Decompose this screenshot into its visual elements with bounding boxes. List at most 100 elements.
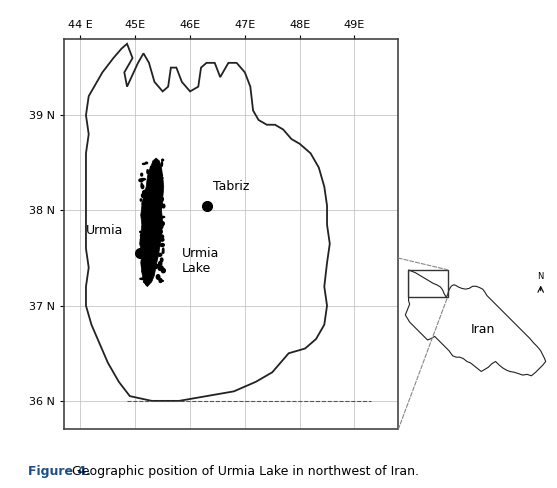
Ellipse shape xyxy=(158,193,160,196)
Ellipse shape xyxy=(159,278,160,280)
Ellipse shape xyxy=(140,234,143,238)
Ellipse shape xyxy=(160,203,162,204)
Ellipse shape xyxy=(162,252,164,253)
Ellipse shape xyxy=(154,219,157,220)
Ellipse shape xyxy=(145,224,146,225)
Ellipse shape xyxy=(141,185,144,188)
Ellipse shape xyxy=(153,263,154,265)
Ellipse shape xyxy=(155,181,158,183)
Ellipse shape xyxy=(146,225,150,228)
Ellipse shape xyxy=(144,190,146,193)
Ellipse shape xyxy=(145,162,148,164)
Ellipse shape xyxy=(159,198,163,202)
Ellipse shape xyxy=(140,199,141,201)
Ellipse shape xyxy=(141,264,143,267)
Ellipse shape xyxy=(153,242,154,245)
Ellipse shape xyxy=(140,231,142,232)
Ellipse shape xyxy=(158,224,162,226)
Ellipse shape xyxy=(148,223,150,227)
Ellipse shape xyxy=(146,283,148,285)
Ellipse shape xyxy=(144,239,148,243)
Ellipse shape xyxy=(154,166,158,171)
Ellipse shape xyxy=(161,222,164,225)
Polygon shape xyxy=(140,158,164,286)
Ellipse shape xyxy=(158,204,162,205)
Ellipse shape xyxy=(160,238,164,241)
Ellipse shape xyxy=(162,177,163,179)
Ellipse shape xyxy=(152,268,153,272)
Ellipse shape xyxy=(145,212,146,216)
Ellipse shape xyxy=(159,279,162,283)
Ellipse shape xyxy=(153,191,157,195)
Ellipse shape xyxy=(143,231,146,235)
Ellipse shape xyxy=(150,193,152,198)
Ellipse shape xyxy=(157,244,160,246)
Ellipse shape xyxy=(154,264,158,268)
Ellipse shape xyxy=(145,199,147,203)
Ellipse shape xyxy=(143,163,145,164)
Ellipse shape xyxy=(140,278,144,280)
Ellipse shape xyxy=(159,262,162,265)
Text: Urmia: Urmia xyxy=(86,224,123,237)
Ellipse shape xyxy=(162,204,165,208)
Ellipse shape xyxy=(160,258,163,262)
Ellipse shape xyxy=(157,174,160,178)
Ellipse shape xyxy=(154,247,157,252)
Ellipse shape xyxy=(154,238,156,243)
Ellipse shape xyxy=(145,220,149,224)
Ellipse shape xyxy=(149,274,150,279)
Ellipse shape xyxy=(162,162,163,166)
Ellipse shape xyxy=(159,206,161,210)
Ellipse shape xyxy=(152,252,154,257)
Ellipse shape xyxy=(142,234,143,236)
Ellipse shape xyxy=(146,257,150,261)
Text: Tabriz: Tabriz xyxy=(213,180,250,193)
Ellipse shape xyxy=(144,227,148,228)
Ellipse shape xyxy=(153,247,157,250)
Ellipse shape xyxy=(142,202,144,205)
Ellipse shape xyxy=(146,222,149,225)
Ellipse shape xyxy=(148,231,150,234)
Ellipse shape xyxy=(149,195,152,198)
Ellipse shape xyxy=(145,210,146,214)
Ellipse shape xyxy=(144,239,146,241)
Ellipse shape xyxy=(147,222,152,225)
Ellipse shape xyxy=(150,192,153,197)
Ellipse shape xyxy=(162,224,163,228)
Ellipse shape xyxy=(162,159,164,161)
Text: Figure 4.: Figure 4. xyxy=(28,465,91,478)
Ellipse shape xyxy=(158,253,162,256)
Ellipse shape xyxy=(163,248,164,252)
Ellipse shape xyxy=(150,166,152,170)
Ellipse shape xyxy=(149,203,152,204)
Ellipse shape xyxy=(141,194,144,197)
Ellipse shape xyxy=(162,268,165,273)
Ellipse shape xyxy=(162,180,163,182)
Ellipse shape xyxy=(152,206,155,211)
Ellipse shape xyxy=(163,268,164,272)
Ellipse shape xyxy=(152,171,155,173)
Ellipse shape xyxy=(150,208,151,212)
Ellipse shape xyxy=(152,165,157,167)
Ellipse shape xyxy=(162,198,163,200)
Ellipse shape xyxy=(157,275,160,279)
Ellipse shape xyxy=(141,183,142,187)
Ellipse shape xyxy=(155,224,157,227)
Ellipse shape xyxy=(159,174,163,176)
Ellipse shape xyxy=(143,191,146,194)
Ellipse shape xyxy=(146,253,149,254)
Ellipse shape xyxy=(154,164,155,167)
Ellipse shape xyxy=(150,239,153,242)
Ellipse shape xyxy=(159,266,160,268)
Ellipse shape xyxy=(150,214,154,215)
Ellipse shape xyxy=(158,230,162,234)
Ellipse shape xyxy=(146,219,149,221)
Ellipse shape xyxy=(160,280,163,282)
Ellipse shape xyxy=(139,179,143,182)
Bar xyxy=(408,270,448,297)
Ellipse shape xyxy=(142,270,144,272)
Ellipse shape xyxy=(158,223,160,225)
Ellipse shape xyxy=(160,235,164,238)
Ellipse shape xyxy=(157,265,161,268)
Ellipse shape xyxy=(146,194,150,196)
